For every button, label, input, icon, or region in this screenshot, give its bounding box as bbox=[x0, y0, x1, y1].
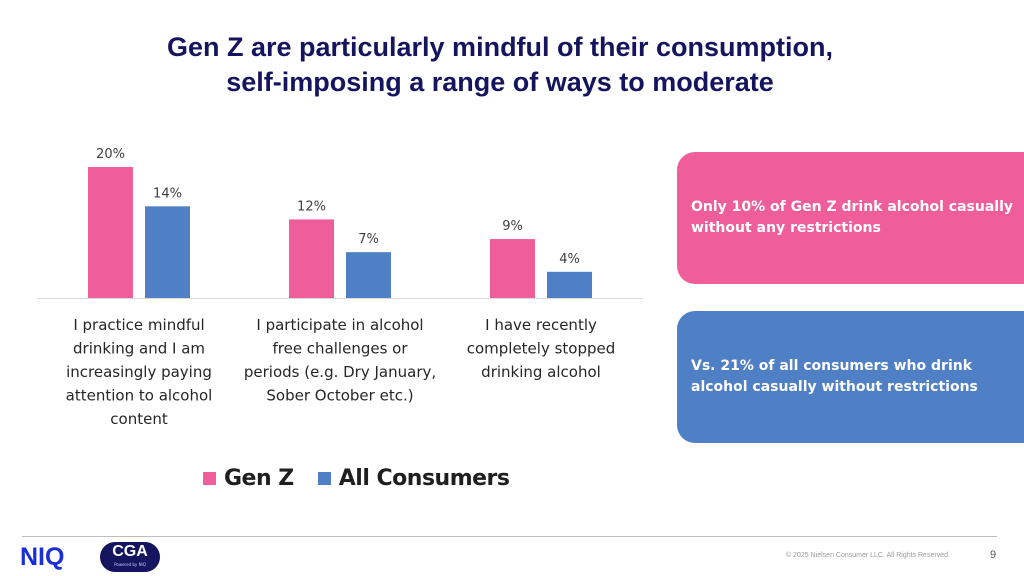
bar-gen-z-3 bbox=[490, 239, 535, 298]
bar-gen-z-1 bbox=[88, 167, 133, 298]
page-number: 9 bbox=[990, 549, 997, 561]
data-label-all-consumers-2: 7% bbox=[358, 232, 379, 247]
category-label-1-line-3: increasingly paying bbox=[66, 363, 212, 381]
bar-gen-z-2 bbox=[289, 219, 334, 298]
category-label-2-line-3: periods (e.g. Dry January, bbox=[244, 363, 436, 381]
category-label-1-line-4: attention to alcohol bbox=[66, 387, 213, 405]
data-label-all-consumers-1: 14% bbox=[153, 186, 182, 201]
bar-all-consumers-2 bbox=[346, 252, 391, 298]
category-label-2-line-1: I participate in alcohol bbox=[256, 316, 423, 334]
legend-item-all-consumers: All Consumers bbox=[317, 466, 510, 491]
bar-chart: 20% 12% 9% 14% 7% 4% I practice mindful drinkin… bbox=[37, 147, 643, 428]
footer-divider bbox=[22, 536, 997, 537]
bar-all-consumers-1 bbox=[145, 206, 190, 298]
category-label-2-line-2: free challenges or bbox=[272, 340, 408, 358]
slide-title-line-2: self-imposing a range of ways to moderat… bbox=[226, 67, 774, 97]
category-label-3-line-3: drinking alcohol bbox=[481, 363, 601, 381]
cga-logo: CGA Powered by NIQ bbox=[100, 542, 160, 572]
callout-all-consumers: Vs. 21% of all consumers who drink alcoh… bbox=[677, 311, 1024, 443]
bar-all-consumers-3 bbox=[547, 271, 592, 298]
callout-gen-z: Only 10% of Gen Z drink alcohol casually… bbox=[677, 152, 1024, 284]
data-label-gen-z-3: 9% bbox=[502, 219, 523, 234]
category-label-1-line-2: drinking and I am bbox=[73, 340, 205, 358]
slide-title: Gen Z are particularly mindful of their … bbox=[0, 30, 1000, 100]
category-label-1-line-1: I practice mindful bbox=[73, 316, 204, 334]
category-label-3-line-2: completely stopped bbox=[467, 340, 616, 358]
cga-logo-subtext: Powered by NIQ bbox=[114, 562, 146, 567]
data-label-gen-z-2: 12% bbox=[297, 199, 326, 214]
niq-logo: NIQ bbox=[20, 543, 65, 571]
data-label-all-consumers-3: 4% bbox=[559, 252, 580, 267]
chart-legend: Gen Z All Consumers bbox=[203, 466, 534, 491]
category-label-3-line-1: I have recently bbox=[485, 316, 597, 334]
data-label-gen-z-1: 20% bbox=[96, 147, 125, 162]
legend-swatch-all-consumers bbox=[317, 472, 331, 485]
category-label-1-line-5: content bbox=[110, 410, 168, 428]
copyright-notice: © 2025 Nielsen Consumer LLC. All Rights … bbox=[786, 552, 950, 559]
callout-gen-z-text: Only 10% of Gen Z drink alcohol casually… bbox=[691, 199, 1013, 236]
category-label-2-line-4: Sober October etc.) bbox=[266, 387, 413, 405]
legend-label-all-consumers: All Consumers bbox=[338, 466, 510, 491]
callout-all-consumers-text: Vs. 21% of all consumers who drink alcoh… bbox=[691, 358, 978, 395]
legend-swatch-gen-z bbox=[203, 472, 216, 485]
legend-label-gen-z: Gen Z bbox=[224, 466, 294, 491]
slide-title-line-1: Gen Z are particularly mindful of their … bbox=[166, 32, 834, 62]
legend-item-gen-z: Gen Z bbox=[203, 466, 294, 491]
cga-logo-text: CGA bbox=[112, 543, 148, 560]
